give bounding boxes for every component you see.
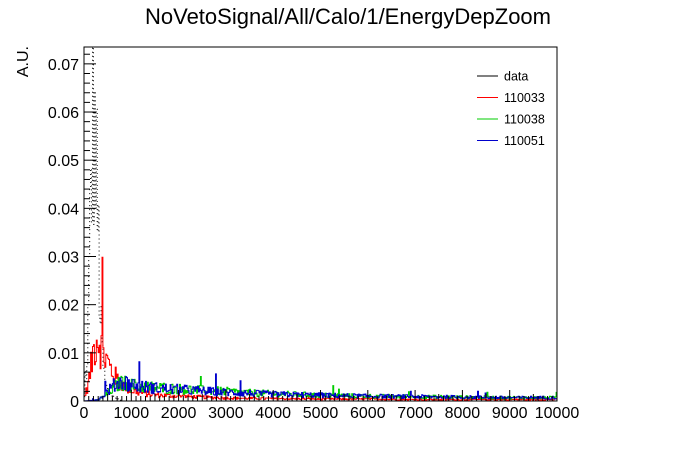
legend-label-110051: 110051 [504, 134, 545, 148]
y-tick-label: 0.01 [48, 346, 79, 363]
legend-label-data: data [504, 70, 528, 84]
x-tick-label: 4000 [255, 405, 291, 422]
y-tick-label: 0.02 [48, 298, 79, 315]
plot-area: 0 1000 2000 3000 4000 5000 6000 7000 8000 9000 100… [48, 46, 580, 422]
y-tick-label: 0.04 [48, 201, 79, 218]
series-line-data [84, 46, 557, 402]
y-tick-label: 0.06 [48, 105, 79, 122]
x-tick-label: 10000 [535, 405, 580, 422]
legend-label-110038: 110038 [504, 113, 545, 127]
y-tick-label: 0.07 [48, 57, 79, 74]
y-axis-title: A.U. [15, 46, 32, 77]
series-line-110051 [84, 361, 557, 402]
plot-frame [83, 46, 558, 402]
x-tick-label: 2000 [161, 405, 197, 422]
x-tick-label: 1000 [114, 405, 150, 422]
x-tick-label: 8000 [445, 405, 481, 422]
chart-title: NoVetoSignal/All/Calo/1/EnergyDepZoom [145, 4, 551, 29]
y-tick-label: 0.05 [48, 153, 79, 170]
x-tick-label: 3000 [208, 405, 244, 422]
x-tick-label: 0 [80, 405, 89, 422]
x-tick-label: 5000 [303, 405, 339, 422]
y-tick-label: 0 [70, 394, 79, 411]
legend: data 110033 110038 110051 [477, 70, 545, 148]
series-line-110033 [84, 256, 557, 401]
x-tick-label: 7000 [397, 405, 433, 422]
x-tick-label: 6000 [350, 405, 386, 422]
x-tick-label: 9000 [492, 405, 528, 422]
y-tick-label: 0.03 [48, 250, 79, 267]
legend-label-110033: 110033 [504, 91, 545, 105]
